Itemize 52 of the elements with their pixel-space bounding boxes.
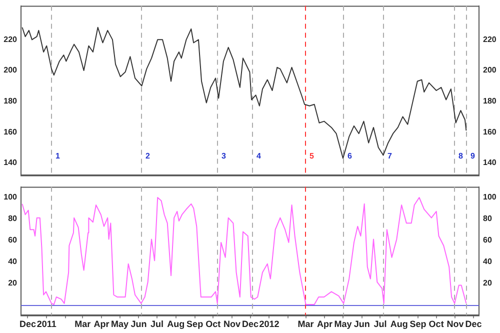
x-tick-label: Aug xyxy=(167,319,185,330)
ref-line-label: 1 xyxy=(56,151,60,160)
y2-tick-label: 180 xyxy=(483,96,497,106)
ref-line-label: 6 xyxy=(348,151,352,160)
x-tick-label: Nov xyxy=(446,319,464,330)
ref-line-label: 7 xyxy=(388,151,392,160)
x-tick-label: Jul xyxy=(150,319,164,330)
x-tick-label: Oct xyxy=(206,319,221,330)
ref-line-label: 9 xyxy=(470,151,476,160)
x-tick-label: Oct xyxy=(428,319,444,330)
x-tick-label: Jun xyxy=(130,319,147,330)
y-tick-label: 100 xyxy=(4,192,18,202)
x-tick-label: Jul xyxy=(374,319,387,330)
y-tick-label: 220 xyxy=(4,34,18,44)
y2-tick-label: 60 xyxy=(483,236,492,245)
y2-tick-label: 160 xyxy=(483,127,497,136)
y2-tick-label: 200 xyxy=(483,66,497,75)
ref-line-label: 2 xyxy=(146,151,150,160)
x-tick-label: May xyxy=(334,319,352,330)
x-tick-label: Sep xyxy=(186,319,204,330)
x-tick-label: Sep xyxy=(410,319,427,330)
y-tick-label: 80 xyxy=(8,214,18,224)
x-tick-label: Nov xyxy=(224,319,241,330)
y2-tick-label: 40 xyxy=(483,256,492,266)
y-tick-label: 60 xyxy=(8,236,18,245)
y2-tick-label: 100 xyxy=(483,192,497,202)
y2-tick-label: 80 xyxy=(483,214,492,224)
x-tick-label: Jun xyxy=(354,319,370,330)
y-tick-label: 20 xyxy=(8,278,18,288)
y-tick-label: 160 xyxy=(4,127,18,136)
y-tick-label: 140 xyxy=(4,158,18,168)
x-tick-label: Dec xyxy=(465,319,482,330)
x-tick-label: Mar xyxy=(298,319,314,330)
x-tick-label: Apr xyxy=(94,319,110,330)
ref-line-label: 8 xyxy=(458,151,464,160)
ref-line-label: 4 xyxy=(256,151,262,160)
x-tick-label: Dec xyxy=(242,319,259,330)
x-tick-label: 2011 xyxy=(36,319,56,330)
y-tick-label: 40 xyxy=(8,256,18,266)
y2-tick-label: 140 xyxy=(483,158,497,168)
y2-tick-label: 220 xyxy=(483,34,497,44)
ref-line-label: 3 xyxy=(222,151,226,160)
y2-tick-label: 20 xyxy=(483,278,492,288)
y-tick-label: 200 xyxy=(4,66,18,75)
x-tick-label: 2012 xyxy=(259,319,280,330)
x-tick-label: Dec xyxy=(19,319,36,330)
x-tick-label: May xyxy=(111,319,129,330)
y-tick-label: 180 xyxy=(4,96,18,106)
x-tick-label: Apr xyxy=(316,319,333,330)
x-tick-label: Aug xyxy=(390,319,408,330)
ref-line-label: 5 xyxy=(310,151,314,160)
x-tick-label: Mar xyxy=(74,319,92,330)
